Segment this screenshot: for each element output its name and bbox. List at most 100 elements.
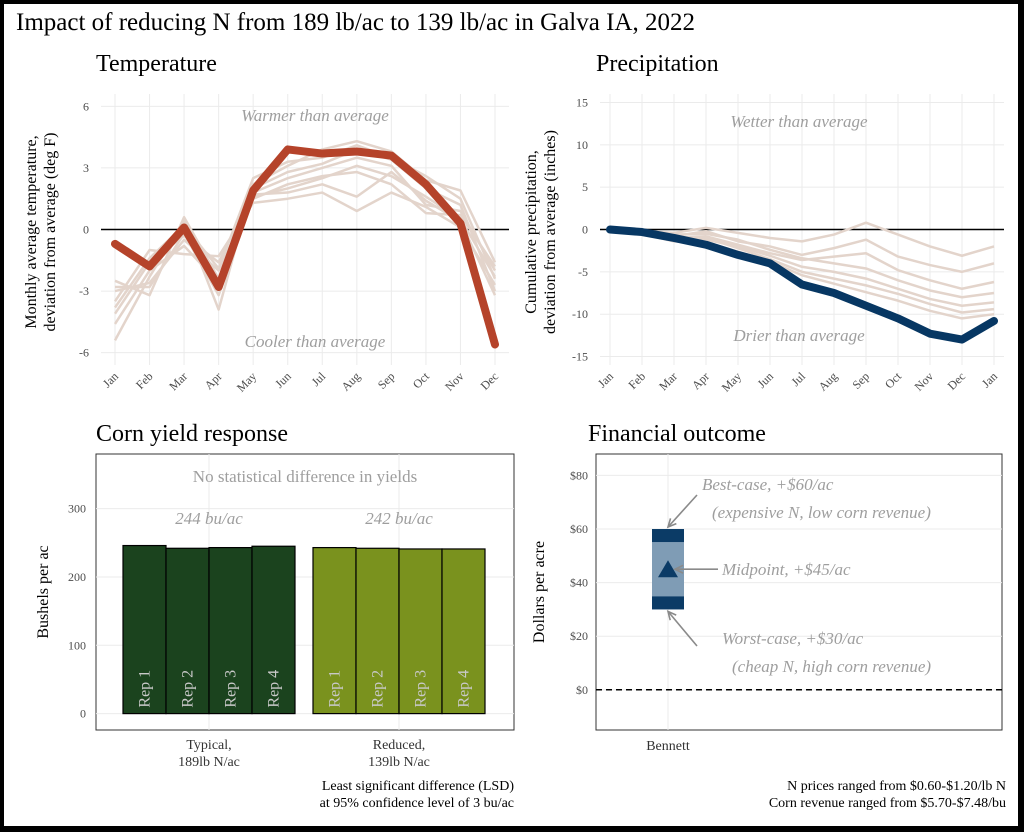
x-tick-label: Aug [338, 369, 363, 394]
y-tick-label: 15 [576, 95, 588, 109]
x-tick-label: Jun [754, 369, 776, 391]
precipitation-y-axis-title-line: Cumulative precipitation, [523, 150, 540, 314]
precipitation-panel-title: Precipitation [596, 51, 719, 77]
y-tick-label: 0 [582, 223, 588, 237]
x-tick-label: Jul [309, 369, 329, 389]
worst-case-band [652, 596, 684, 610]
worst-case-arrow-head [666, 610, 677, 621]
precipitation-y-axis-title: Cumulative precipitation, deviation from … [523, 130, 559, 334]
financial-y-axis-title: Dollars per acre [531, 541, 548, 643]
wetter-annotation: Wetter than average [730, 112, 868, 131]
x-category-label-line: 189lb N/ac [178, 755, 240, 770]
yield-bar [251, 545, 296, 715]
x-tick-label: Sep [849, 369, 872, 392]
x-tick-label: Apr [202, 369, 225, 392]
y-tick-label: 3 [83, 161, 89, 175]
historic-temperature-line [113, 156, 497, 315]
y-tick-label: 0 [83, 223, 89, 237]
x-tick-label: Dec [478, 369, 502, 393]
rep-label: Rep 3 [223, 670, 240, 708]
lsd-footnote: Least significant difference (LSD) at 95%… [320, 779, 515, 811]
y-tick-label: 300 [68, 502, 86, 516]
rep-label: Rep 4 [266, 670, 283, 708]
x-tick-label: Jun [272, 369, 294, 391]
y-tick-label: 10 [576, 138, 588, 152]
x-tick-label: Aug [816, 369, 841, 394]
warmer-annotation: Warmer than average [241, 106, 389, 125]
price-footnote-line: Corn revenue ranged from $5.70-$7.48/bu [769, 796, 1006, 811]
rep-label: Rep 1 [327, 670, 344, 708]
x-tick-label: Nov [442, 369, 467, 394]
worst-case-detail-annotation: (cheap N, high corn revenue) [732, 657, 931, 676]
y-tick-label: 0 [80, 707, 86, 721]
rep-label: Rep 3 [413, 670, 430, 708]
y-tick-label: -5 [578, 265, 588, 279]
group-mean-label: 242 bu/ac [365, 509, 433, 528]
precipitation-2022-line [606, 225, 998, 344]
x-category-label-line: Typical, [186, 738, 231, 753]
x-tick-label: Oct [410, 369, 433, 392]
historic-temperature-line [113, 170, 497, 325]
best-case-arrow-head [666, 518, 677, 529]
temperature-y-axis-title: Monthly average temperature, deviation fr… [23, 132, 59, 331]
yield-bar [312, 546, 357, 715]
figure-frame: Impact of reducing N from 189 lb/ac to 1… [4, 4, 1018, 826]
drier-annotation: Drier than average [732, 326, 865, 345]
precipitation-chart: 15 10 5 0 -5 -10 -15 Jan Feb Mar Apr May Jun Jul Aug Se… [523, 94, 1004, 395]
y-tick-label: $80 [570, 468, 588, 482]
temperature-2022-line [111, 145, 499, 349]
financial-chart: $80 $60 $40 $20 $0 Bennett Best-case, +$60/ac (… [531, 453, 1006, 811]
x-tick-label: Sep [375, 369, 398, 392]
lsd-footnote-line: at 95% confidence level of 3 bu/ac [320, 796, 514, 811]
historic-temperature-line [114, 164, 497, 293]
price-footnote-line: N prices ranged from $0.60-$1.20/lb N [787, 779, 1006, 794]
x-category-label-line: Reduced, [373, 738, 425, 753]
y-tick-label: -15 [572, 350, 588, 364]
yield-bar [208, 546, 253, 715]
x-category-label: Reduced, 139lb N/ac [368, 738, 430, 770]
figure-title: Impact of reducing N from 189 lb/ac to 1… [16, 9, 695, 36]
y-tick-label: -3 [79, 284, 89, 298]
x-category-label: Typical, 189lb N/ac [178, 738, 240, 770]
midpoint-annotation: Midpoint, +$45/ac [721, 560, 851, 579]
historic-temperature-line [113, 144, 497, 309]
best-case-annotation: Best-case, +$60/ac [702, 475, 834, 494]
yield-y-axis-title: Bushels per ac [35, 545, 52, 638]
x-tick-label: Mar [166, 369, 190, 393]
worst-case-annotation: Worst-case, +$30/ac [722, 629, 864, 648]
yield-bar [165, 547, 210, 715]
y-tick-label: $60 [570, 522, 588, 536]
cooler-annotation: Cooler than average [245, 332, 386, 351]
x-tick-label: Jan [100, 369, 121, 390]
precipitation-y-axis-title-line: deviation from average (inches) [542, 130, 559, 334]
x-tick-label: Feb [133, 369, 156, 392]
temperature-y-axis-title-line: deviation from average (deg F) [42, 132, 59, 331]
yield-panel-title: Corn yield response [96, 421, 288, 447]
rep-label: Rep 2 [370, 670, 387, 708]
yield-chart: 300 200 100 0 Rep 1 Rep 2 Rep 3 Rep 4 244 bu/ac T… [35, 453, 515, 811]
rep-label: Rep 1 [137, 670, 154, 708]
y-tick-label: 5 [582, 180, 588, 194]
worst-case-arrow [667, 610, 698, 647]
x-tick-label: May [719, 369, 744, 394]
midpoint-marker [658, 560, 678, 578]
x-category-label-line: 139lb N/ac [368, 755, 430, 770]
temperature-panel-title: Temperature [96, 51, 217, 77]
historic-precipitation-line [609, 221, 995, 258]
y-tick-label: $0 [576, 683, 588, 697]
group-mean-label: 244 bu/ac [175, 509, 243, 528]
yield-bar [441, 548, 486, 715]
historic-temperature-line [114, 148, 497, 297]
y-tick-label: $40 [570, 576, 588, 590]
no-difference-annotation: No statistical difference in yields [193, 467, 417, 486]
x-tick-label: Jul [788, 369, 808, 389]
figure-canvas: Impact of reducing N from 189 lb/ac to 1… [16, 9, 1006, 811]
x-tick-label: Jan [979, 369, 1000, 390]
y-tick-label: $20 [570, 629, 588, 643]
midpoint-arrow-head [673, 564, 684, 574]
x-tick-label: Mar [656, 369, 680, 393]
x-tick-label: May [234, 369, 259, 394]
y-tick-label: -10 [572, 307, 588, 321]
historic-temperature-line [113, 191, 497, 303]
y-tick-label: -6 [79, 346, 89, 360]
